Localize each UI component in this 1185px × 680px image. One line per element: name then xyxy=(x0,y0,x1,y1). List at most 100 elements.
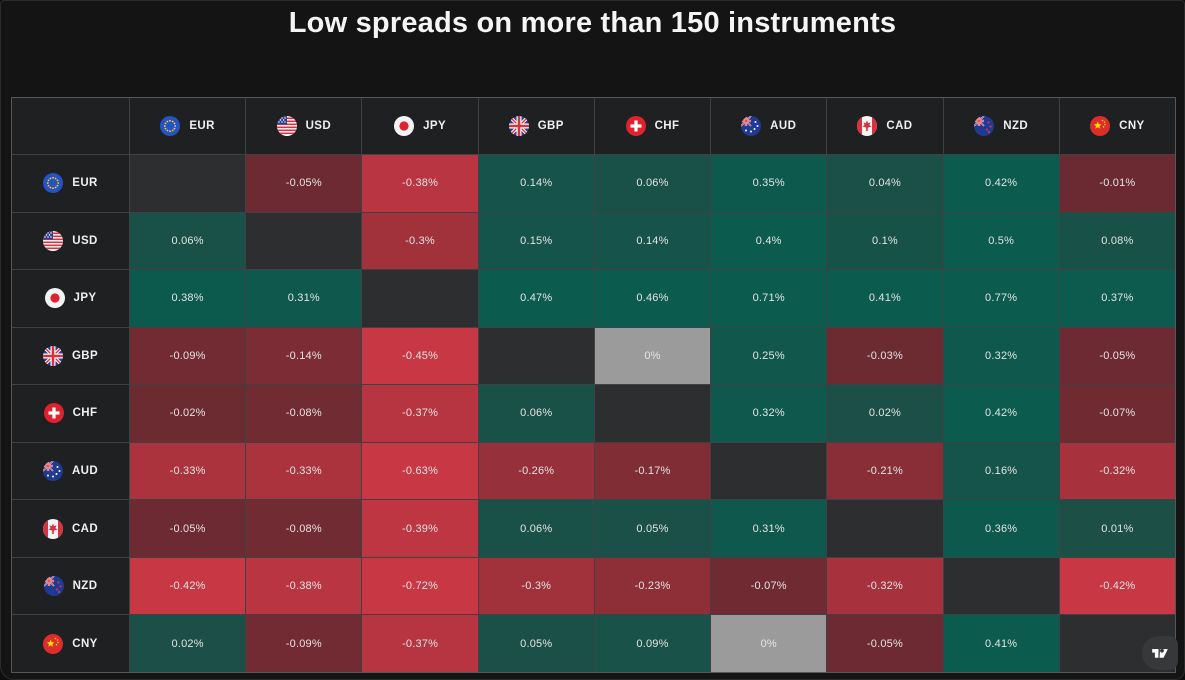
heatmap-cell-jpy-cny[interactable]: 0.37% xyxy=(1059,270,1175,327)
column-header-jpy: JPY xyxy=(362,98,478,154)
heatmap-cell-nzd-cny[interactable]: -0.42% xyxy=(1059,557,1175,615)
heatmap-cell-gbp-nzd[interactable]: 0.32% xyxy=(943,327,1059,385)
heatmap-cell-gbp-eur[interactable]: -0.09% xyxy=(130,327,246,385)
heatmap-cell-aud-nzd[interactable]: 0.16% xyxy=(943,442,1059,500)
heatmap-cell-chf-nzd[interactable]: 0.42% xyxy=(943,385,1059,442)
usd-flag-icon xyxy=(43,230,64,251)
heatmap-cell-cny-eur[interactable]: 0.02% xyxy=(130,615,246,672)
heatmap-cell-eur-cny[interactable]: -0.01% xyxy=(1059,155,1175,212)
cell-value: -0.72% xyxy=(402,580,439,593)
heatmap-cell-cad-cny[interactable]: 0.01% xyxy=(1059,500,1175,557)
heatmap-cell-chf-jpy[interactable]: -0.37% xyxy=(362,385,478,442)
cell-value: 0.41% xyxy=(868,292,902,305)
heatmap-cell-nzd-eur[interactable]: -0.42% xyxy=(130,557,246,615)
heatmap-cell-eur-jpy[interactable]: -0.38% xyxy=(362,155,478,212)
heatmap-cell-usd-cad[interactable]: 0.1% xyxy=(827,212,943,270)
heatmap-cell-cny-jpy[interactable]: -0.37% xyxy=(362,615,478,672)
heatmap-cell-usd-nzd[interactable]: 0.5% xyxy=(943,212,1059,270)
heatmap-cell-jpy-aud[interactable]: 0.71% xyxy=(711,270,827,327)
heatmap-cell-jpy-usd[interactable]: 0.31% xyxy=(246,270,362,327)
heatmap-cell-eur-aud[interactable]: 0.35% xyxy=(711,155,827,212)
heatmap-cell-cny-aud[interactable]: 0% xyxy=(711,615,827,672)
heatmap-cell-aud-jpy[interactable]: -0.63% xyxy=(362,442,478,500)
heatmap-cell-aud-usd[interactable]: -0.33% xyxy=(246,442,362,500)
cell-value: 0.47% xyxy=(520,292,553,305)
heatmap-cell-aud-cny[interactable]: -0.32% xyxy=(1059,442,1175,500)
cell-value: -0.05% xyxy=(285,177,322,190)
heatmap-cell-gbp-aud[interactable]: 0.25% xyxy=(711,327,827,385)
heatmap-cell-cad-nzd[interactable]: 0.36% xyxy=(943,500,1059,557)
cell-value: 0.02% xyxy=(171,637,204,650)
cell-value: -0.07% xyxy=(750,580,787,593)
tradingview-logo[interactable] xyxy=(1142,636,1178,670)
heatmap-cell-chf-gbp[interactable]: 0.06% xyxy=(478,385,594,442)
eur-flag-icon xyxy=(160,116,181,136)
heatmap-cell-chf-aud[interactable]: 0.32% xyxy=(711,385,827,442)
heatmap-cell-usd-cny[interactable]: 0.08% xyxy=(1059,212,1175,270)
heatmap-cell-nzd-jpy[interactable]: -0.72% xyxy=(362,557,478,615)
heatmap-cell-cad-jpy[interactable]: -0.39% xyxy=(362,500,478,557)
heatmap-cell-jpy-chf[interactable]: 0.46% xyxy=(594,270,711,327)
heatmap-cell-nzd-usd[interactable]: -0.38% xyxy=(246,557,362,615)
heatmap-cell-cad-aud[interactable]: 0.31% xyxy=(711,500,827,557)
cell-value: 0.14% xyxy=(520,177,553,190)
column-header-label: EUR xyxy=(189,120,215,132)
heatmap-cell-nzd-chf[interactable]: -0.23% xyxy=(594,557,711,615)
empty-diagonal-cell xyxy=(130,155,246,212)
heatmap-cell-usd-gbp[interactable]: 0.15% xyxy=(478,212,594,270)
heatmap-cell-usd-aud[interactable]: 0.4% xyxy=(711,212,827,270)
heatmap-cell-nzd-aud[interactable]: -0.07% xyxy=(711,557,827,615)
heatmap-cell-cny-usd[interactable]: -0.09% xyxy=(246,615,362,672)
chf-flag-icon xyxy=(43,403,64,424)
heatmap-cell-chf-cny[interactable]: -0.07% xyxy=(1059,385,1175,442)
cny-flag-icon xyxy=(43,633,64,654)
heatmap-cell-cad-gbp[interactable]: 0.06% xyxy=(478,500,594,557)
heatmap-cell-eur-nzd[interactable]: 0.42% xyxy=(943,155,1059,212)
heatmap-cell-nzd-gbp[interactable]: -0.3% xyxy=(478,557,594,615)
heatmap-cell-chf-usd[interactable]: -0.08% xyxy=(246,385,362,442)
heatmap-cell-usd-eur[interactable]: 0.06% xyxy=(130,212,246,270)
heatmap-cell-eur-cad[interactable]: 0.04% xyxy=(827,155,943,212)
heatmap-cell-cny-cad[interactable]: -0.05% xyxy=(827,615,943,672)
heatmap-cell-gbp-chf[interactable]: 0% xyxy=(594,327,711,385)
heatmap-cell-cad-usd[interactable]: -0.08% xyxy=(246,500,362,557)
heatmap-cell-aud-gbp[interactable]: -0.26% xyxy=(478,442,594,500)
row-header-cny: CNY xyxy=(12,615,129,672)
tradingview-logo-icon xyxy=(1152,648,1168,658)
heatmap-cell-cny-gbp[interactable]: 0.05% xyxy=(478,615,594,672)
cell-value: -0.33% xyxy=(285,465,322,478)
heatmap-cell-cny-nzd[interactable]: 0.41% xyxy=(943,615,1059,672)
heatmap-cell-eur-chf[interactable]: 0.06% xyxy=(594,155,711,212)
heatmap-cell-nzd-cad[interactable]: -0.32% xyxy=(827,557,943,615)
heatmap-cell-usd-jpy[interactable]: -0.3% xyxy=(362,212,478,270)
heatmap-cell-gbp-cny[interactable]: -0.05% xyxy=(1059,327,1175,385)
heatmap-cell-gbp-jpy[interactable]: -0.45% xyxy=(362,327,478,385)
column-header-label: CHF xyxy=(654,120,680,132)
heatmap-cell-chf-eur[interactable]: -0.02% xyxy=(130,385,246,442)
heatmap-cell-aud-chf[interactable]: -0.17% xyxy=(594,442,711,500)
cell-value: 0.06% xyxy=(520,522,553,535)
cell-value: 0% xyxy=(644,349,661,362)
heatmap-cell-aud-cad[interactable]: -0.21% xyxy=(827,442,943,500)
heatmap-cell-eur-usd[interactable]: -0.05% xyxy=(246,155,362,212)
heatmap-cell-cad-chf[interactable]: 0.05% xyxy=(594,500,711,557)
row-header-jpy: JPY xyxy=(12,270,129,327)
heatmap-cell-chf-cad[interactable]: 0.02% xyxy=(827,385,943,442)
heatmap-cell-cad-eur[interactable]: -0.05% xyxy=(130,500,246,557)
heatmap-cell-jpy-cad[interactable]: 0.41% xyxy=(827,270,943,327)
cell-value: -0.05% xyxy=(1099,349,1136,362)
cell-value: -0.01% xyxy=(1099,177,1136,190)
heatmap-cell-jpy-nzd[interactable]: 0.77% xyxy=(943,270,1059,327)
heatmap-cell-jpy-gbp[interactable]: 0.47% xyxy=(478,270,594,327)
heatmap-cell-aud-eur[interactable]: -0.33% xyxy=(130,442,246,500)
heatmap-cell-eur-gbp[interactable]: 0.14% xyxy=(478,155,594,212)
row-header-gbp: GBP xyxy=(12,327,129,385)
heatmap-cell-gbp-cad[interactable]: -0.03% xyxy=(827,327,943,385)
heatmap-cell-usd-chf[interactable]: 0.14% xyxy=(594,212,711,270)
heatmap-cell-cny-chf[interactable]: 0.09% xyxy=(594,615,711,672)
nzd-flag-icon xyxy=(974,116,995,136)
heatmap-cell-gbp-usd[interactable]: -0.14% xyxy=(246,327,362,385)
row-header-label: USD xyxy=(72,234,98,247)
cny-flag-icon xyxy=(1090,116,1111,136)
heatmap-cell-jpy-eur[interactable]: 0.38% xyxy=(130,270,246,327)
